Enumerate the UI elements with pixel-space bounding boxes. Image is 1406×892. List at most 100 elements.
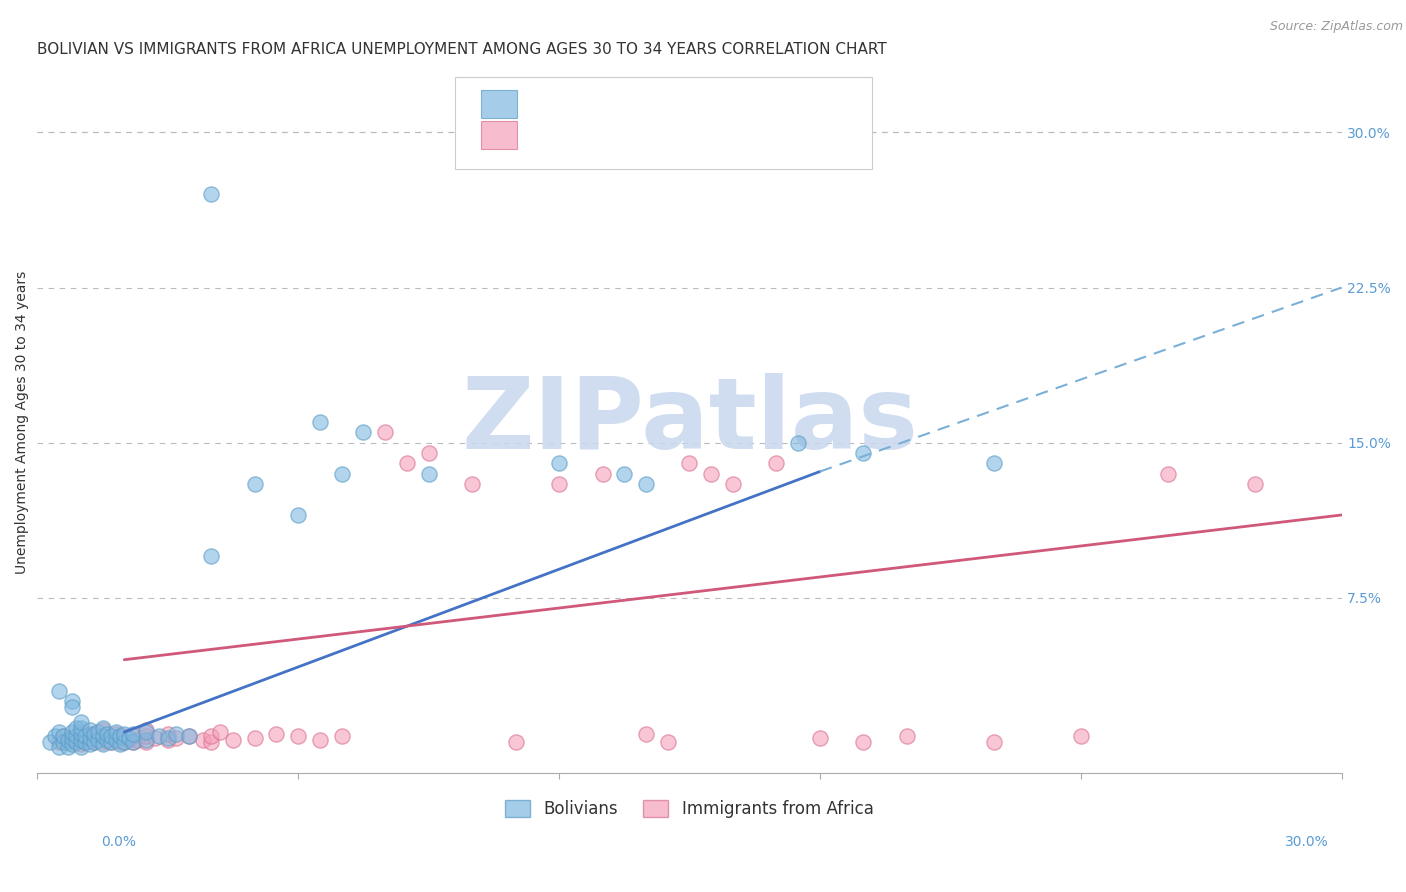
Point [87,733,110,747]
Point [1243,477,1265,491]
Point [418,446,440,460]
Point [309,733,332,747]
Point [1156,467,1178,481]
Point [60,731,83,746]
Point [91,738,114,752]
Point [418,467,440,481]
Point [634,727,657,741]
Point [91,721,114,735]
Y-axis label: Unemployment Among Ages 30 to 34 years: Unemployment Among Ages 30 to 34 years [15,270,30,574]
Point [69,731,91,746]
Point [222,733,245,747]
Point [200,729,222,743]
Point [65,721,87,735]
Point [69,733,91,747]
Point [96,727,118,741]
Point [83,735,105,749]
Point [48,735,70,749]
Point [104,733,127,747]
Point [48,725,70,739]
Point [200,549,222,564]
Point [87,725,110,739]
Point [200,187,222,202]
Point [983,735,1005,749]
Point [179,729,201,743]
Point [156,733,179,747]
Point [634,477,657,491]
Point [461,477,484,491]
Point [100,729,122,743]
Point [112,729,135,743]
Point [309,415,332,429]
Text: R = 0.227   N = 67: R = 0.227 N = 67 [537,95,695,113]
Text: R = 0.266   N = 70: R = 0.266 N = 70 [537,126,693,145]
Point [135,725,157,739]
Text: ZIPatlas: ZIPatlas [461,374,918,470]
Point [548,477,571,491]
Point [91,735,114,749]
Point [60,725,83,739]
Point [83,729,105,743]
Point [75,729,97,743]
Point [100,729,122,743]
Point [330,729,353,743]
Point [48,739,70,754]
Point [135,723,157,737]
Point [108,729,131,743]
Point [787,435,810,450]
Point [108,738,131,752]
Point [75,735,97,749]
FancyBboxPatch shape [481,121,517,149]
Point [96,733,118,747]
Point [108,735,131,749]
Point [395,456,418,470]
Point [69,721,91,735]
Point [548,456,571,470]
Point [52,729,75,743]
Point [91,729,114,743]
Point [657,735,679,749]
Point [243,477,266,491]
Point [243,731,266,746]
Point [52,729,75,743]
Point [79,738,101,752]
Point [143,731,166,746]
Point [200,735,222,749]
Point [156,731,179,746]
Point [700,467,723,481]
Point [69,738,91,752]
Point [100,735,122,749]
Point [39,735,62,749]
Point [79,723,101,737]
Point [60,700,83,714]
Point [60,694,83,708]
Point [165,727,187,741]
Point [896,729,918,743]
Point [75,729,97,743]
Point [613,467,636,481]
Point [60,738,83,752]
Point [69,739,91,754]
Point [165,731,187,746]
FancyBboxPatch shape [481,90,517,119]
Point [65,735,87,749]
Point [287,508,309,522]
Point [721,477,744,491]
Point [122,735,145,749]
Point [79,731,101,746]
Point [287,729,309,743]
Point [112,735,135,749]
Point [983,456,1005,470]
Text: Source: ZipAtlas.com: Source: ZipAtlas.com [1270,20,1403,33]
Point [592,467,614,481]
Point [208,725,231,739]
Point [108,729,131,743]
Point [44,729,66,743]
Point [127,733,149,747]
Point [808,731,831,746]
Point [104,733,127,747]
Point [852,446,875,460]
Point [374,425,396,440]
Point [100,735,122,749]
Point [852,735,875,749]
